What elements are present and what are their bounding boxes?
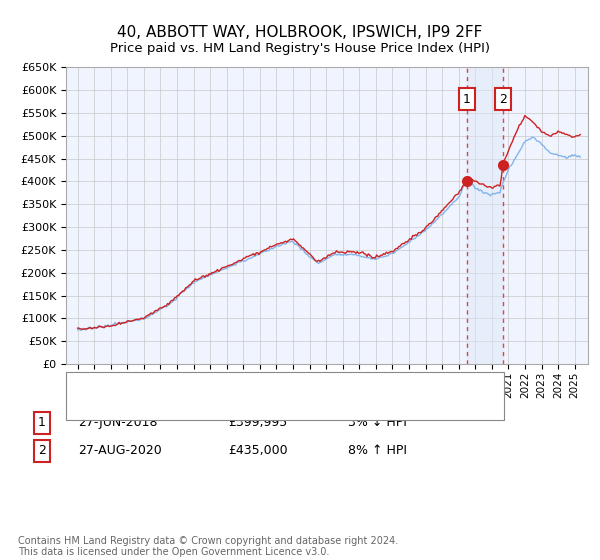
Bar bbox=[467, 67, 503, 364]
Text: 40, ABBOTT WAY, HOLBROOK, IPSWICH, IP9 2FF (detached house): 40, ABBOTT WAY, HOLBROOK, IPSWICH, IP9 2… bbox=[114, 381, 482, 391]
Text: Contains HM Land Registry data © Crown copyright and database right 2024.
This d: Contains HM Land Registry data © Crown c… bbox=[18, 535, 398, 557]
Text: £435,000: £435,000 bbox=[228, 444, 287, 458]
Text: 27-AUG-2020: 27-AUG-2020 bbox=[78, 444, 162, 458]
Text: 1: 1 bbox=[38, 416, 46, 430]
Text: 2: 2 bbox=[499, 92, 507, 106]
Text: 2: 2 bbox=[38, 444, 46, 458]
Text: 3% ↓ HPI: 3% ↓ HPI bbox=[348, 416, 407, 430]
Text: 8% ↑ HPI: 8% ↑ HPI bbox=[348, 444, 407, 458]
Text: Price paid vs. HM Land Registry's House Price Index (HPI): Price paid vs. HM Land Registry's House … bbox=[110, 42, 490, 55]
Text: 1: 1 bbox=[463, 92, 471, 106]
Text: HPI: Average price, detached house, Babergh: HPI: Average price, detached house, Babe… bbox=[114, 403, 367, 413]
Text: £399,995: £399,995 bbox=[228, 416, 287, 430]
Text: 27-JUN-2018: 27-JUN-2018 bbox=[78, 416, 157, 430]
Text: 40, ABBOTT WAY, HOLBROOK, IPSWICH, IP9 2FF: 40, ABBOTT WAY, HOLBROOK, IPSWICH, IP9 2… bbox=[118, 25, 482, 40]
